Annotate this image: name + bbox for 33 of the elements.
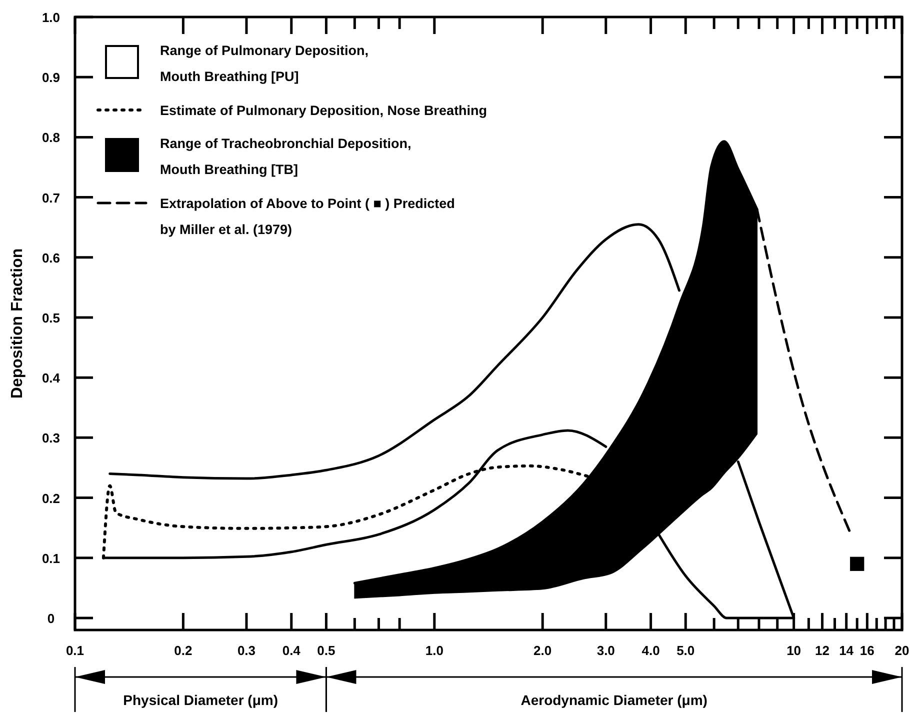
text: Physical Diameter (μm) — [123, 692, 278, 708]
x-tick-label: 16 — [860, 643, 874, 658]
y-tick-label: 0.3 — [42, 430, 60, 446]
x-tick-label: 20 — [894, 643, 910, 658]
legend-label: Estimate of Pulmonary Deposition, Nose Breathing — [160, 103, 488, 118]
text: Aerodynamic Diameter (μm) — [520, 692, 708, 708]
x-tick-label: 1.0 — [425, 643, 444, 658]
y-tick-label: 0.4 — [42, 370, 61, 386]
y-tick-label: 0.8 — [42, 130, 60, 146]
x-tick-label: 0.2 — [174, 643, 192, 658]
y-tick-label: 0.7 — [42, 190, 60, 206]
legend-label: Range of Tracheobronchial Deposition, Mouth Breathing [TB] — [160, 136, 412, 177]
y-tick-label: 0.9 — [42, 70, 60, 86]
x-tick-label: 0.5 — [317, 643, 336, 658]
y-tick-label: 1.0 — [42, 10, 60, 25]
y-tick-label: 0.6 — [42, 250, 60, 266]
y-tick-label: 0.2 — [42, 490, 60, 506]
legend-label: Range of Pulmonary Deposition, Mouth Breathing [PU] — [160, 43, 369, 84]
y-tick-label: 0 — [47, 610, 55, 626]
y-axis-title: Deposition Fraction — [9, 248, 26, 399]
x-tick-label: 0.3 — [237, 643, 256, 658]
legend-label: Extrapolation of Above to Point ( ■ ) Predicted by Miller et al. (1979) — [160, 196, 455, 237]
x-tick-label: 4.0 — [642, 643, 660, 658]
x-tick-label: 5.0 — [676, 643, 695, 658]
x-tick-label: 2.0 — [534, 643, 552, 658]
x-tick-label: 0.4 — [282, 643, 302, 658]
x-tick-label: 12 — [815, 643, 830, 658]
x-tick-label: 10 — [786, 643, 802, 658]
y-tick-label: 0.5 — [42, 310, 60, 326]
x-tick-label: 14 — [839, 643, 854, 658]
x-tick-label: 3.0 — [596, 643, 615, 658]
y-tick-label: 0.1 — [42, 550, 60, 566]
x-tick-label: 0.1 — [66, 643, 84, 658]
